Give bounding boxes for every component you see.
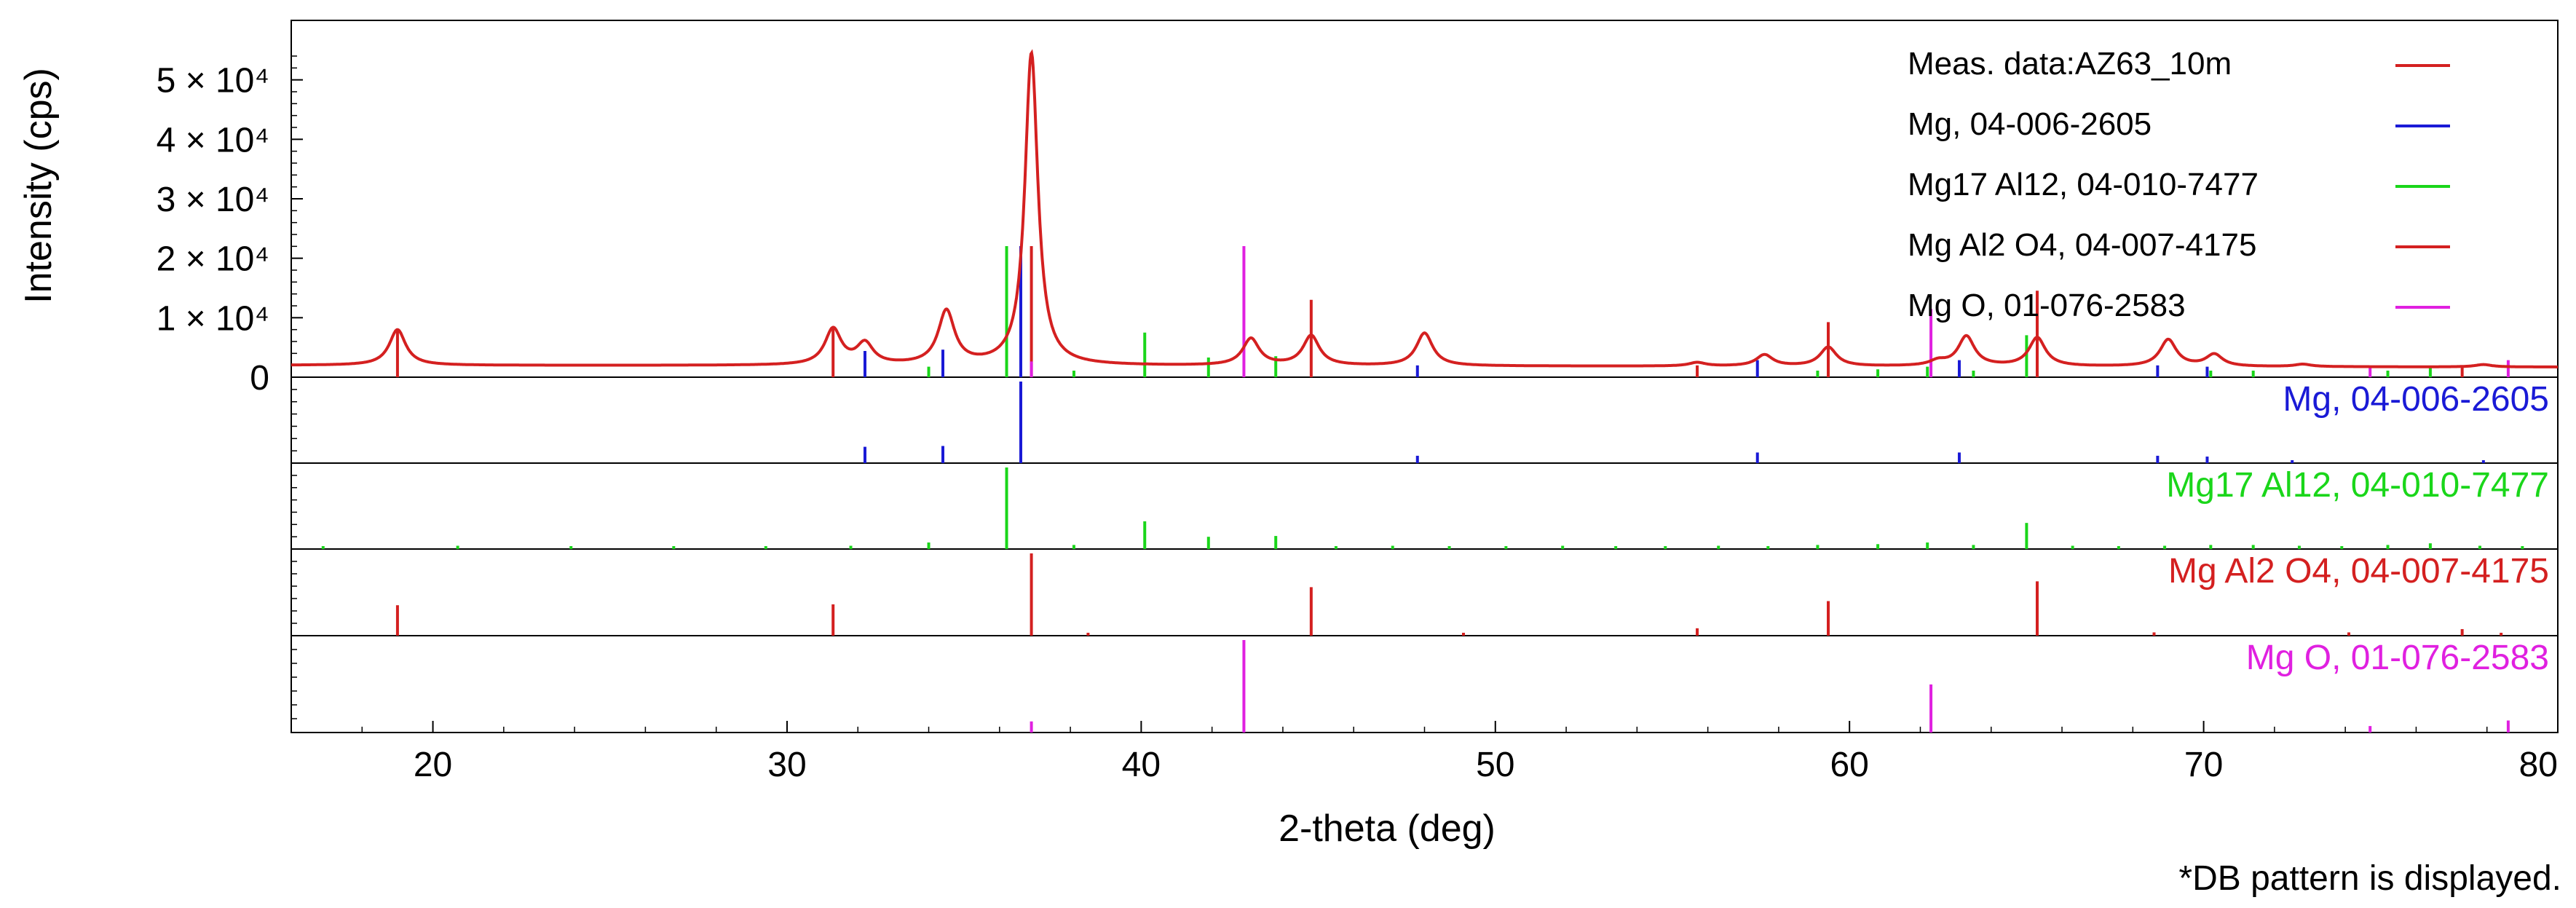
y-axis-title: Intensity (cps) [17,68,60,304]
measured-series [291,49,2558,368]
x-tick-label: 20 [414,746,452,784]
legend-label: Mg Al2 O4, 04-007-4175 [1908,227,2256,263]
x-tick-label: 80 [2519,746,2558,784]
legend: Meas. data:AZ63_10m Mg, 04-006-2605 Mg17 A… [1908,46,2450,323]
x-tick-label: 60 [1830,746,1868,784]
ref-panel-label: Mg Al2 O4, 04-007-4175 [2168,552,2549,591]
legend-label: Mg, 04-006-2605 [1908,106,2152,142]
axis-labels: 0 1 × 10⁴ 2 × 10⁴ 3 × 10⁴ 4 × 10⁴ 5 × 10⁴ 20 30… [157,62,2558,784]
y-tick-label: 0 [250,359,269,398]
legend-label: Mg O, 01-076-2583 [1908,288,2186,323]
y-tick-label: 3 × 10⁴ [157,181,269,219]
y-tick-label: 5 × 10⁴ [157,62,269,100]
reference-stick-patterns: Mg, 04-006-2605 Mg17 Al12, 04-010-7477 Mg … [321,246,2549,733]
x-tick-label: 50 [1476,746,1514,784]
reference-panel-frame-4 [291,635,2559,733]
measured-line [291,49,2558,368]
x-tick-label: 30 [767,746,806,784]
reference-panel-frame-1 [291,376,2559,464]
y-tick-label: 1 × 10⁴ [157,299,269,338]
ref-panel-label: Mg O, 01-076-2583 [2246,639,2549,677]
x-tick-label: 70 [2184,746,2223,784]
x-axis-title: 2-theta (deg) [1279,808,1496,850]
y-tick-label: 2 × 10⁴ [157,240,269,279]
x-tick-label: 40 [1122,746,1161,784]
axis-ticks [291,55,2559,733]
ref-panel-label: Mg, 04-006-2605 [2283,380,2549,419]
footnote: *DB pattern is displayed. [2178,859,2561,898]
legend-label: Mg17 Al12, 04-010-7477 [1908,167,2259,202]
ref-panel-label: Mg17 Al12, 04-010-7477 [2166,466,2549,505]
y-tick-label: 4 × 10⁴ [157,121,269,159]
plot-panels [291,20,2559,733]
legend-label: Meas. data:AZ63_10m [1908,46,2232,82]
